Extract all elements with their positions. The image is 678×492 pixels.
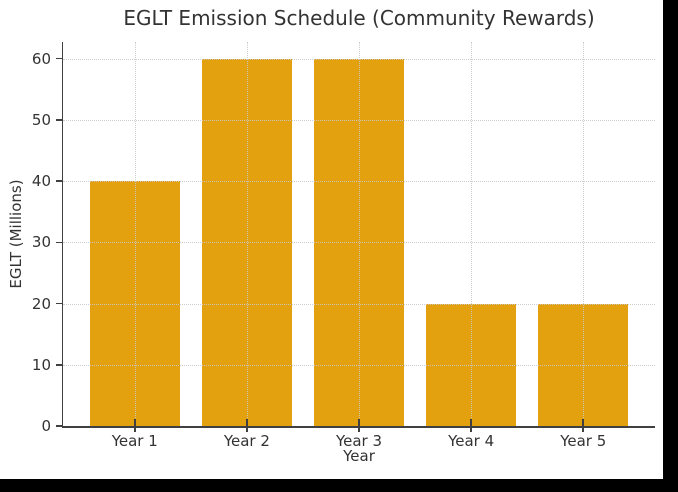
vertical-gridline <box>359 42 360 426</box>
y-tick-label: 10 <box>31 355 51 374</box>
y-tick-label: 0 <box>41 417 51 435</box>
y-tick-mark <box>55 180 62 182</box>
y-tick-mark <box>55 119 62 121</box>
vertical-gridline <box>471 42 473 426</box>
x-tick-label: Year 5 <box>560 432 607 450</box>
x-tick-mark <box>246 419 248 432</box>
y-axis-spine <box>61 42 63 426</box>
y-tick-mark <box>55 364 62 366</box>
x-tick-mark <box>470 419 472 432</box>
y-tick-mark <box>55 241 62 244</box>
vertical-gridline <box>134 42 136 426</box>
y-tick-label: 50 <box>31 110 51 129</box>
y-tick-label: 20 <box>31 294 51 313</box>
x-tick-mark <box>134 419 136 432</box>
x-tick-label: Year 3 <box>335 432 383 450</box>
x-tick-mark <box>582 419 584 432</box>
x-tick-label: Year 2 <box>223 432 270 450</box>
x-tick-label: Year 4 <box>448 432 495 450</box>
y-tick-label: 60 <box>31 49 51 68</box>
chart-figure: EGLT Emission Schedule (Community Reward… <box>0 0 663 479</box>
x-tick-label: Year 1 <box>111 432 158 450</box>
y-tick-label: 40 <box>31 172 51 191</box>
vertical-gridline <box>583 42 585 426</box>
y-tick-mark <box>55 302 62 305</box>
chart-title: EGLT Emission Schedule (Community Reward… <box>123 6 595 30</box>
x-tick-mark <box>358 419 360 432</box>
plot-area: 0 10 20 30 40 50 60 Year 1 Year 2 Year 3 Year 4 Yea… <box>32 42 655 450</box>
y-tick-label: 30 <box>31 233 51 252</box>
y-tick-mark <box>55 57 62 60</box>
x-axis-label: Year <box>343 447 375 465</box>
vertical-gridline <box>246 42 248 426</box>
y-tick-mark <box>55 425 62 427</box>
